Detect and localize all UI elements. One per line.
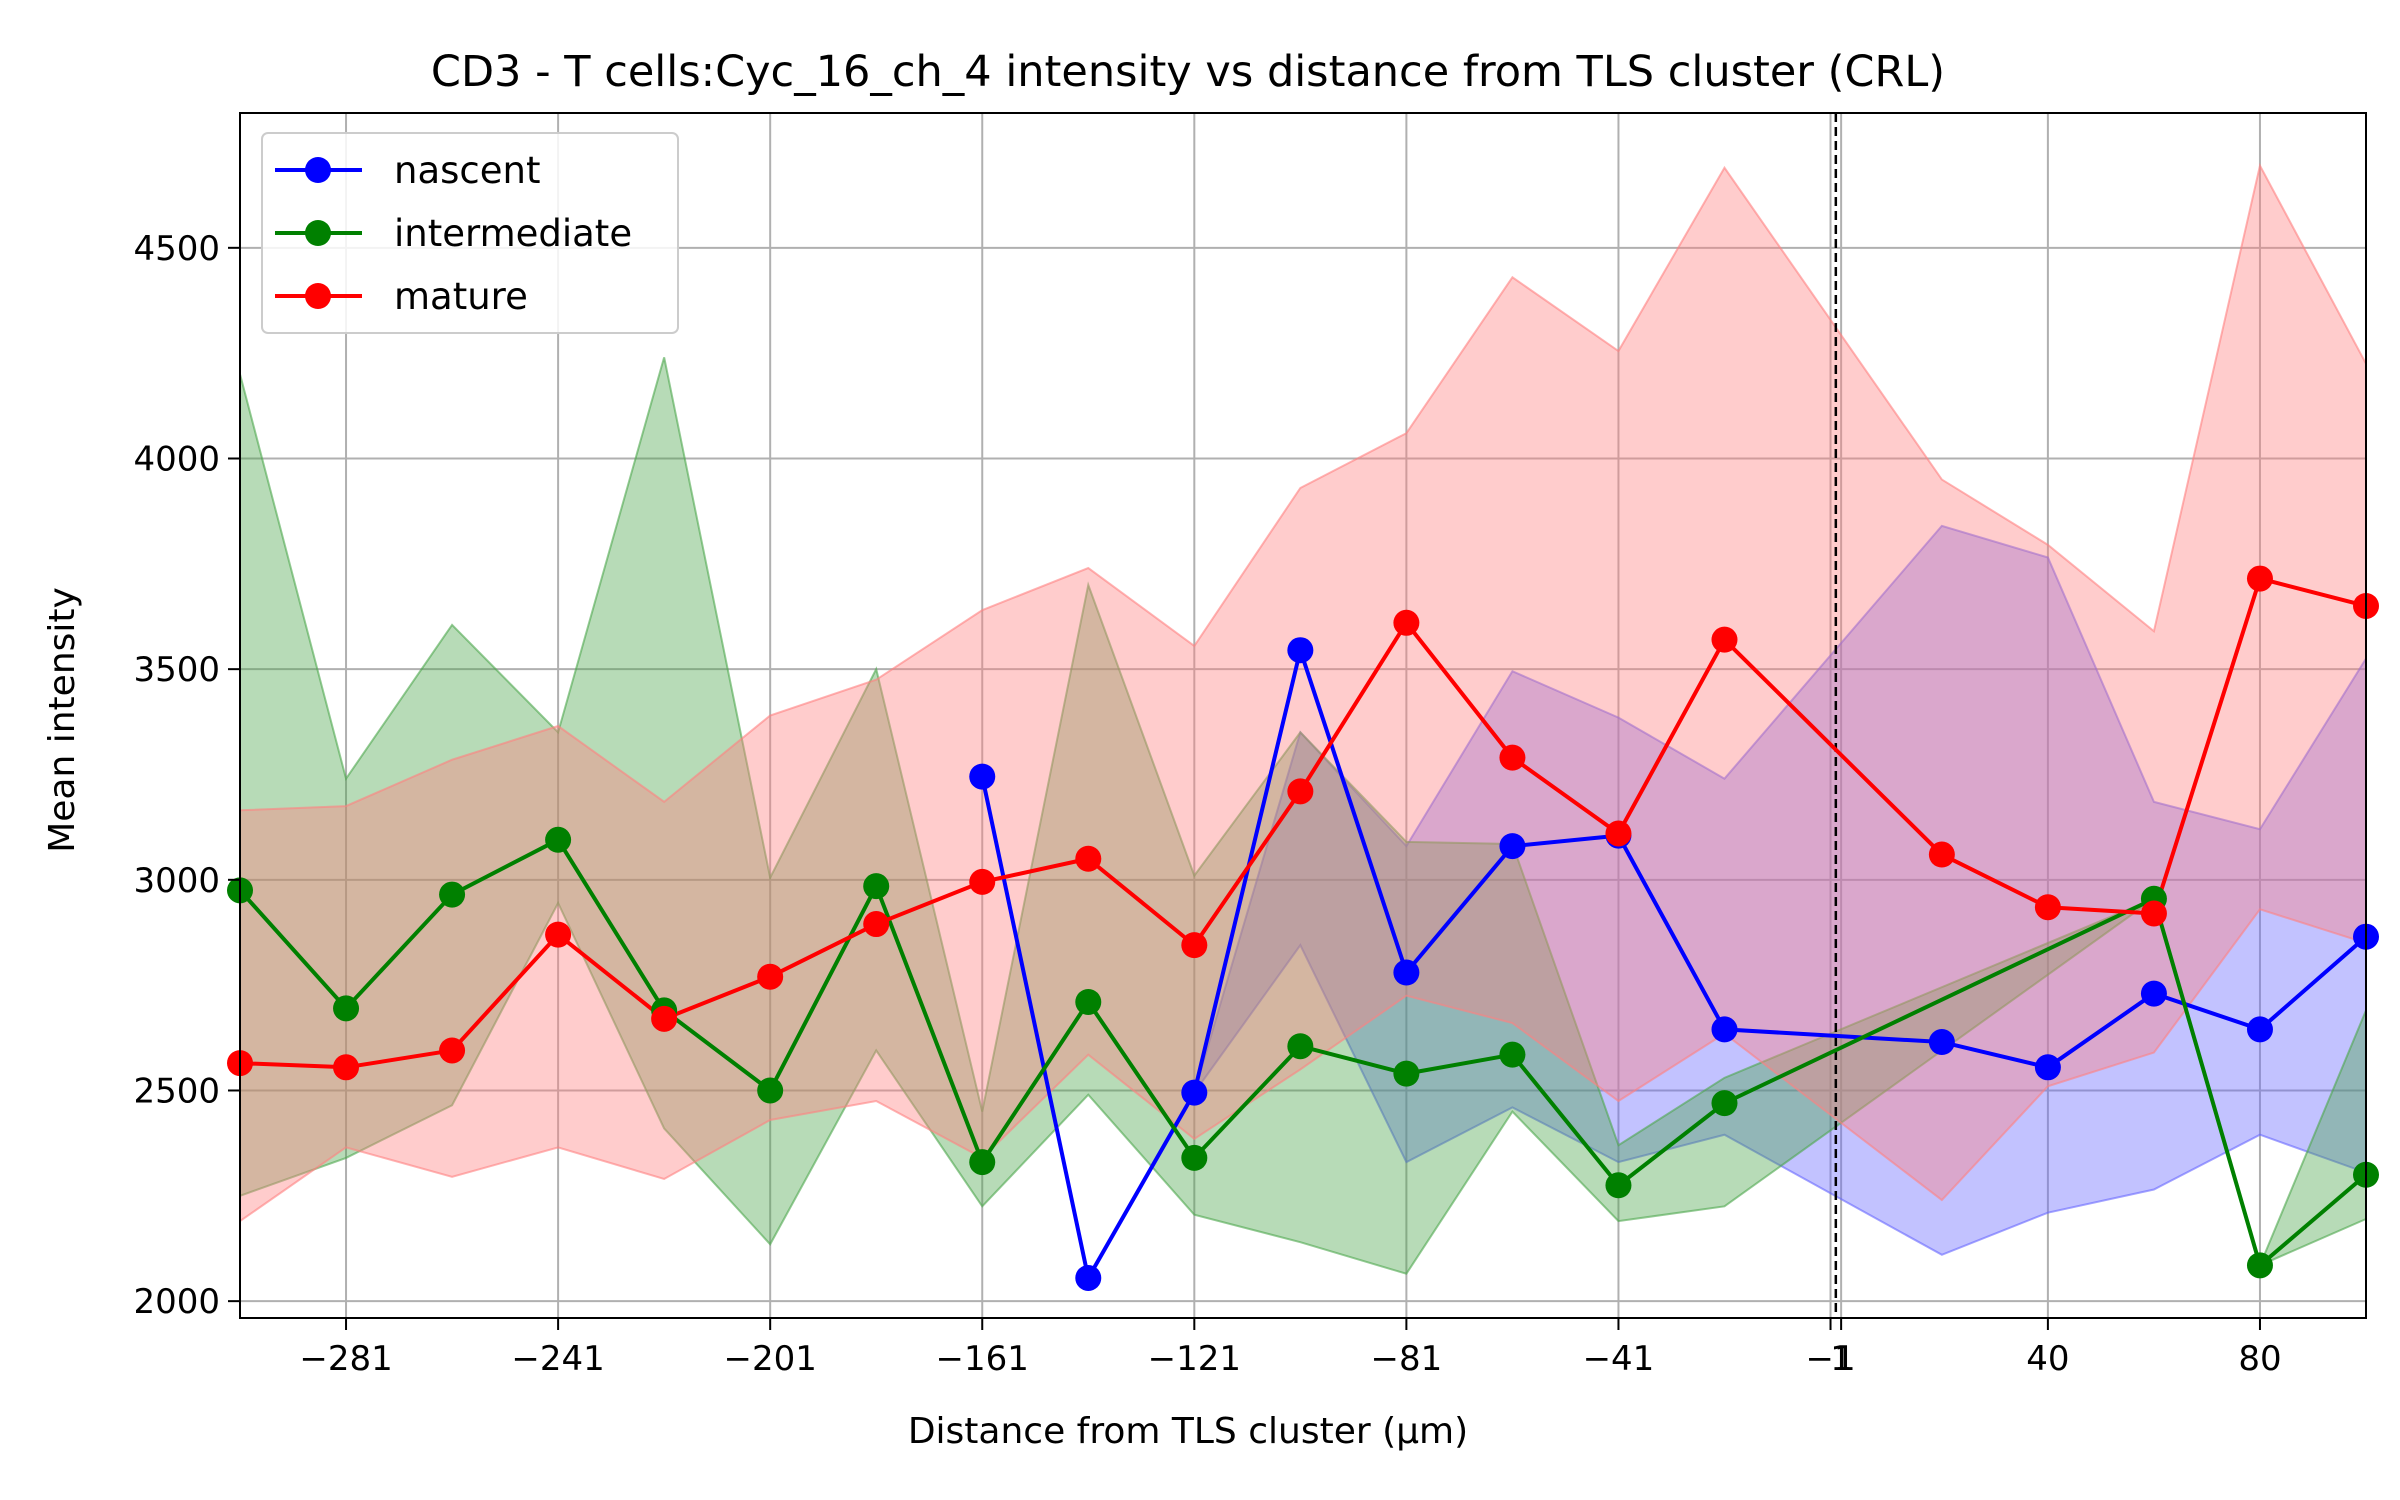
intermediate-line: [238, 837, 2368, 1268]
mature-point: [2034, 894, 2061, 921]
intermediate-point: [1393, 1060, 1420, 1087]
mature-point: [1393, 609, 1420, 636]
mature-point: [1287, 778, 1314, 805]
intermediate-point: [757, 1077, 784, 1104]
intermediate-point: [1287, 1033, 1314, 1060]
nascent-point: [1711, 1016, 1738, 1043]
intermediate-point: [439, 881, 466, 908]
x-tick-label: −201: [723, 1339, 816, 1379]
y-axis-label: Mean intensity: [42, 587, 83, 853]
x-tick-label: −41: [1583, 1339, 1655, 1379]
legend-swatch-marker: [305, 157, 331, 183]
intermediate-point: [863, 873, 890, 900]
chart-title: CD3 - T cells:Cyc_16_ch_4 intensity vs d…: [431, 47, 1945, 97]
mature-point: [651, 1005, 678, 1032]
mature-point: [1928, 841, 1955, 868]
nascent-point: [969, 763, 996, 790]
legend: nascent intermediate mature: [261, 132, 679, 334]
mature-point: [757, 963, 784, 990]
x-tick-label: −241: [511, 1339, 604, 1379]
mature-point: [863, 911, 890, 938]
plot-frame: [239, 112, 2367, 1319]
y-tick-label: 2000: [133, 1282, 220, 1322]
mature-point: [1499, 744, 1526, 771]
series-points: [227, 565, 2379, 1291]
nascent-point: [1287, 637, 1314, 664]
intermediate-point: [1499, 1041, 1526, 1068]
y-tick-label: 2500: [133, 1071, 220, 1111]
x-tick-label: −81: [1371, 1339, 1443, 1379]
intermediate-point: [1181, 1144, 1208, 1171]
x-tick-label: −1: [1805, 1339, 1855, 1379]
legend-label: mature: [394, 275, 528, 318]
legend-box: [261, 132, 679, 334]
y-tick-label: 3500: [133, 650, 220, 690]
y-axis-ticks: 2000 2500 3000 3500 4000 4500: [133, 229, 240, 1322]
x-axis-ticks: −281 −241 −201 −161 −121 −81 −41 −11 40 80: [299, 1318, 2282, 1379]
nascent-point: [1075, 1264, 1102, 1291]
mature-point: [333, 1054, 360, 1081]
nascent-point: [2034, 1054, 2061, 1081]
nascent-point: [2140, 980, 2167, 1007]
nascent-point: [2246, 1016, 2273, 1043]
mature-point: [1711, 626, 1738, 653]
confidence-bands: [239, 162, 2367, 1281]
mature-point: [2246, 565, 2273, 592]
x-tick-label: −121: [1148, 1339, 1241, 1379]
grid: [240, 113, 2366, 1318]
mature-point: [969, 868, 996, 895]
nascent-point: [1499, 833, 1526, 860]
x-tick-label: −161: [936, 1339, 1029, 1379]
intermediate-point: [545, 826, 572, 853]
mature-point: [2140, 900, 2167, 927]
intermediate-point: [2246, 1252, 2273, 1279]
x-axis-label: Distance from TLS cluster (μm): [908, 1411, 1468, 1452]
mature-point: [1181, 932, 1208, 959]
legend-label: nascent: [394, 149, 540, 192]
mature-point: [1605, 820, 1632, 847]
x-tick-label: −281: [299, 1339, 392, 1379]
mature-point: [545, 921, 572, 948]
intermediate-point: [1605, 1172, 1632, 1199]
intermediate-point: [1711, 1090, 1738, 1117]
legend-swatch-marker: [305, 283, 331, 309]
x-tick-label: 1: [1830, 1339, 1852, 1379]
nascent-point: [1181, 1079, 1208, 1106]
y-tick-label: 4000: [133, 439, 220, 479]
nascent-point: [1393, 959, 1420, 986]
x-tick-label: 80: [2238, 1339, 2281, 1379]
mature-point: [1075, 845, 1102, 872]
intermediate-point: [969, 1149, 996, 1176]
y-tick-label: 3000: [133, 861, 220, 901]
legend-label: intermediate: [394, 212, 632, 255]
intermediate-point: [1075, 989, 1102, 1016]
legend-swatch-marker: [305, 220, 331, 246]
x-tick-label: 40: [2026, 1339, 2069, 1379]
mature-point: [439, 1037, 466, 1064]
mature-line: [239, 576, 2367, 1070]
nascent-point: [1928, 1029, 1955, 1056]
y-tick-label: 4500: [133, 229, 220, 269]
intermediate-point: [333, 995, 360, 1022]
